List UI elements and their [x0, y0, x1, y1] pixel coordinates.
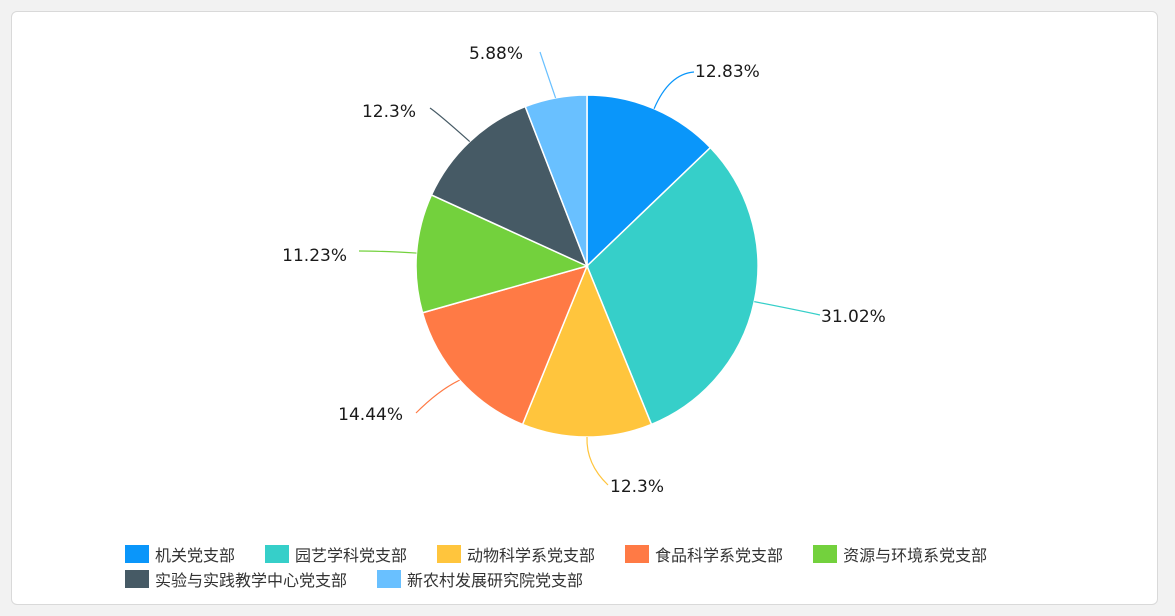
pie-slices: [415, 94, 759, 438]
legend-swatch: [125, 569, 149, 588]
legend-item[interactable]: 食品科学系党支部: [625, 542, 783, 566]
legend-label: 园艺学科党支部: [295, 545, 408, 565]
legend-item[interactable]: 资源与环境系党支部: [813, 542, 987, 566]
leader-line: [653, 71, 695, 109]
legend-swatch: [437, 544, 462, 563]
leader-line: [539, 51, 557, 99]
pie-chart: 12.83% 31.02% 12.3% 14.44% 11.23% 12.3% 5.88%: [282, 44, 886, 497]
leader-line: [754, 301, 821, 316]
leader-line: [358, 250, 417, 254]
leader-line: [586, 436, 609, 486]
pie-slice[interactable]: [521, 264, 653, 438]
data-label: 12.3%: [610, 477, 664, 497]
label-leader-lines: [358, 51, 821, 486]
data-label: 12.3%: [362, 102, 416, 122]
chart-legend: 机关党支部 园艺学科党支部 动物科学系党支部 食品科学系党支部 资源与环境系党支…: [125, 541, 1125, 591]
legend-label: 实验与实践教学中心党支部: [155, 570, 348, 590]
legend-swatch: [125, 544, 149, 563]
legend-label: 新农村发展研究院党支部: [407, 570, 584, 590]
pie-slice[interactable]: [421, 264, 589, 426]
data-label: 12.83%: [695, 62, 760, 82]
leader-line: [415, 379, 460, 414]
legend-label: 动物科学系党支部: [467, 545, 596, 565]
legend-label: 食品科学系党支部: [655, 545, 784, 565]
legend-label: 资源与环境系党支部: [843, 545, 988, 565]
legend-item[interactable]: 园艺学科党支部: [265, 542, 407, 566]
pie-data-labels: 12.83% 31.02% 12.3% 14.44% 11.23% 12.3% 5.88%: [282, 44, 886, 497]
chart-card: 12.83% 31.02% 12.3% 14.44% 11.23% 12.3% 5.88% …: [11, 11, 1158, 605]
data-label: 31.02%: [821, 307, 886, 327]
pie-slice[interactable]: [430, 105, 589, 268]
legend-label: 机关党支部: [155, 545, 236, 565]
pie-slice[interactable]: [415, 193, 590, 314]
legend-item[interactable]: 机关党支部: [125, 542, 235, 566]
pie-slice[interactable]: [586, 146, 759, 426]
legend-swatch: [813, 544, 838, 563]
legend-swatch: [625, 544, 650, 563]
pie-slice[interactable]: [586, 94, 712, 268]
legend-row-1: 机关党支部 园艺学科党支部 动物科学系党支部 食品科学系党支部 资源与环境系党支…: [125, 541, 1125, 566]
legend-item[interactable]: 动物科学系党支部: [437, 542, 595, 566]
data-label: 11.23%: [282, 246, 347, 266]
legend-item[interactable]: 实验与实践教学中心党支部: [125, 567, 347, 591]
data-label: 14.44%: [338, 405, 403, 425]
legend-row-2: 实验与实践教学中心党支部 新农村发展研究院党支部: [125, 566, 1125, 591]
leader-line: [429, 107, 471, 143]
legend-swatch: [377, 569, 402, 588]
legend-swatch: [265, 544, 290, 563]
legend-item[interactable]: 新农村发展研究院党支部: [377, 567, 583, 591]
data-label: 5.88%: [469, 44, 523, 64]
